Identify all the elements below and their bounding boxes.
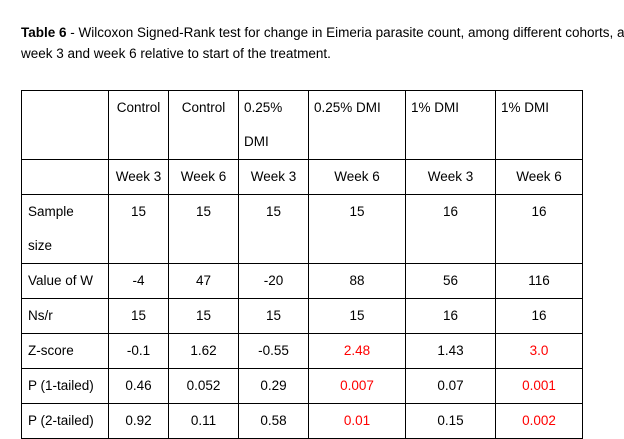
header-week-cell: Week 3 xyxy=(238,159,309,195)
caption-line-1: Table 6 - Wilcoxon Signed-Rank test for … xyxy=(21,22,624,43)
table-cell: 15 xyxy=(108,194,169,264)
table-cell: 0.052 xyxy=(168,368,239,404)
wilcoxon-results-table: Control Control 0.25% DMI 0.25% DMI 1% D… xyxy=(21,90,583,439)
table-cell: 88 xyxy=(308,263,406,299)
table-cell: -20 xyxy=(238,263,309,299)
table-cell: 15 xyxy=(108,298,169,334)
table-cell: -0.1 xyxy=(108,333,169,369)
table-cell: 16 xyxy=(495,194,583,264)
table-cell: 15 xyxy=(308,298,406,334)
table-row-p-1-tailed: P (1-tailed) 0.46 0.052 0.29 0.007 0.07 … xyxy=(21,368,583,404)
header-row-weeks: Week 3 Week 6 Week 3 Week 6 Week 3 Week … xyxy=(21,159,583,195)
header-week-cell: Week 6 xyxy=(168,159,239,195)
table-cell-significant: 0.002 xyxy=(495,403,583,439)
table-cell: 0.15 xyxy=(405,403,496,439)
table-cell-significant: 2.48 xyxy=(308,333,406,369)
header-group-cell: Control xyxy=(168,90,239,160)
row-label: P (1-tailed) xyxy=(21,368,109,404)
table-cell: 0.58 xyxy=(238,403,309,439)
table-row-ns-r: Ns/r 15 15 15 15 16 16 xyxy=(21,298,583,334)
table-cell: 1.43 xyxy=(405,333,496,369)
table-cell-significant: 3.0 xyxy=(495,333,583,369)
table-cell: 0.92 xyxy=(108,403,169,439)
table-cell-significant: 0.001 xyxy=(495,368,583,404)
table-cell: 16 xyxy=(405,194,496,264)
table-cell: 56 xyxy=(405,263,496,299)
caption-text: - Wilcoxon Signed-Rank test for change i… xyxy=(66,25,624,40)
table-cell: 0.29 xyxy=(238,368,309,404)
header-corner-cell xyxy=(21,159,109,195)
table-cell: 15 xyxy=(168,194,239,264)
row-label: P (2-tailed) xyxy=(21,403,109,439)
header-group-cell: Control xyxy=(108,90,169,160)
header-week-cell: Week 3 xyxy=(108,159,169,195)
header-group-text: 0.25% xyxy=(244,100,283,115)
table-caption: Table 6 - Wilcoxon Signed-Rank test for … xyxy=(21,22,624,64)
header-week-cell: Week 6 xyxy=(495,159,583,195)
header-group-cell: 0.25% DMI xyxy=(238,90,309,160)
row-label: Sample xyxy=(28,204,74,219)
table-cell: 15 xyxy=(238,194,309,264)
table-row-p-2-tailed: P (2-tailed) 0.92 0.11 0.58 0.01 0.15 0.… xyxy=(21,403,583,439)
header-week-cell: Week 3 xyxy=(405,159,496,195)
header-group-cell: 1% DMI xyxy=(405,90,496,160)
table-cell-significant: 0.01 xyxy=(308,403,406,439)
table-cell: 0.11 xyxy=(168,403,239,439)
table-row-value-of-w: Value of W -4 47 -20 88 56 116 xyxy=(21,263,583,299)
caption-line-2: week 3 and week 6 relative to start of t… xyxy=(21,46,331,61)
table-cell: 15 xyxy=(168,298,239,334)
row-label-wrap: size xyxy=(28,238,53,253)
header-group-cell: 0.25% DMI xyxy=(308,90,406,160)
header-row-groups: Control Control 0.25% DMI 0.25% DMI 1% D… xyxy=(21,90,583,160)
row-label: Value of W xyxy=(21,263,109,299)
table-cell: 0.07 xyxy=(405,368,496,404)
row-label: Z-score xyxy=(21,333,109,369)
table-cell: 47 xyxy=(168,263,239,299)
table-cell: 1.62 xyxy=(168,333,239,369)
table-cell: 15 xyxy=(238,298,309,334)
table-cell: 16 xyxy=(495,298,583,334)
header-group-cell: 1% DMI xyxy=(495,90,583,160)
row-label: Ns/r xyxy=(21,298,109,334)
header-week-cell: Week 6 xyxy=(308,159,406,195)
table-cell: 15 xyxy=(308,194,406,264)
table-row-sample-size: Sample size 15 15 15 15 16 16 xyxy=(21,194,583,264)
table-cell: -0.55 xyxy=(238,333,309,369)
caption-label: Table 6 xyxy=(21,25,67,40)
table-cell-significant: 0.007 xyxy=(308,368,406,404)
table-row-z-score: Z-score -0.1 1.62 -0.55 2.48 1.43 3.0 xyxy=(21,333,583,369)
header-corner-cell xyxy=(21,90,109,160)
table-cell: 16 xyxy=(405,298,496,334)
table-cell: 116 xyxy=(495,263,583,299)
row-label-cell: Sample size xyxy=(21,194,109,264)
header-group-wrap-text: DMI xyxy=(244,134,269,149)
table-cell: 0.46 xyxy=(108,368,169,404)
table-cell: -4 xyxy=(108,263,169,299)
